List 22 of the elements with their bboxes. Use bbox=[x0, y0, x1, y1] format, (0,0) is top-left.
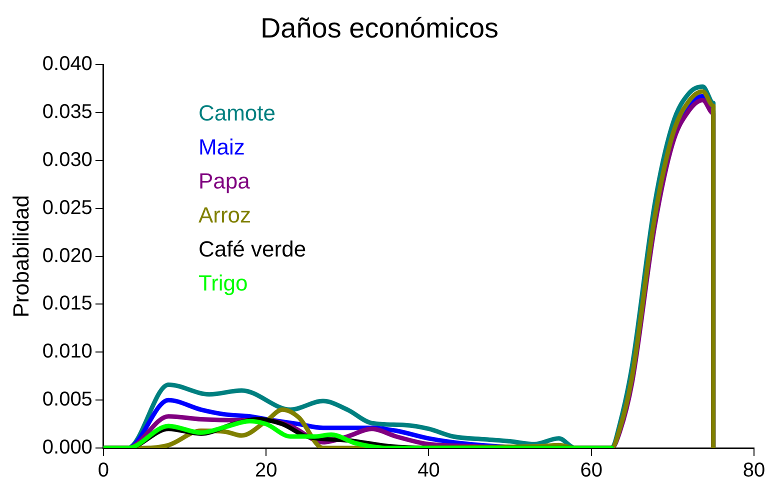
y-tick-label: 0.040 bbox=[42, 53, 92, 76]
x-tick-label: 60 bbox=[580, 460, 602, 482]
x-tick-label: 40 bbox=[418, 460, 440, 482]
chart-title: Daños económicos bbox=[260, 12, 499, 44]
y-tick-label: 0.035 bbox=[42, 101, 92, 124]
text: Trigo bbox=[198, 270, 248, 296]
y-tick-label: 0.025 bbox=[42, 196, 92, 219]
x-tick-label: 20 bbox=[254, 460, 278, 482]
y-tick-label: 0.020 bbox=[42, 244, 92, 267]
text: Camote bbox=[198, 100, 276, 126]
y-axis-title: Probabilidad bbox=[8, 195, 34, 318]
text: Café verde bbox=[198, 236, 306, 262]
y-tick-label: 0.005 bbox=[42, 388, 92, 411]
text: Maiz bbox=[198, 134, 245, 160]
text: Papa bbox=[198, 168, 251, 194]
x-tick-label: 80 bbox=[742, 460, 766, 482]
y-tick-label: 0.030 bbox=[42, 148, 92, 171]
y-tick-label: 0.015 bbox=[42, 292, 92, 315]
y-tick-label: 0.000 bbox=[42, 436, 92, 459]
x-tick-label: 0 bbox=[98, 460, 110, 482]
text: Arroz bbox=[198, 202, 252, 228]
y-tick-label: 0.010 bbox=[42, 340, 92, 363]
